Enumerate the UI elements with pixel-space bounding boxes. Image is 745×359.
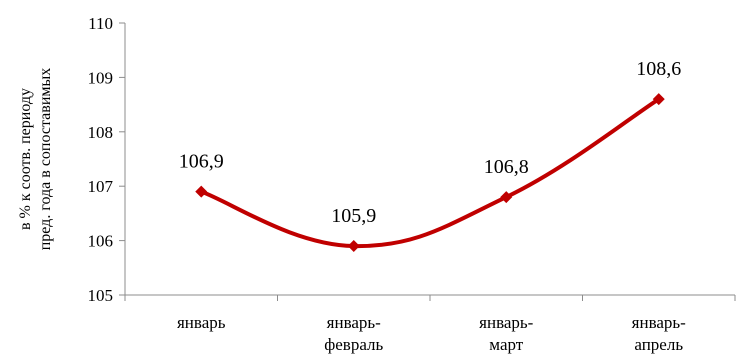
x-category-label: январь-апрель — [632, 313, 687, 354]
x-category-label: январь-февраль — [324, 313, 383, 354]
data-point-marker — [652, 93, 665, 106]
series-group — [195, 93, 665, 253]
y-tick-label: 106 — [88, 232, 114, 251]
data-point-marker — [347, 240, 360, 253]
y-tick-labels: 105 106 107 108 109 110 — [88, 14, 114, 305]
y-tick-label: 107 — [88, 177, 114, 196]
y-tick-label: 108 — [88, 123, 114, 142]
y-axis-label-line: в % к соотв. периоду — [17, 88, 34, 230]
data-label: 106,9 — [179, 151, 224, 173]
x-category-label-line: январь- — [479, 313, 534, 332]
x-category-label: январь-март — [479, 313, 534, 354]
data-labels: 106,9 105,9 106,8 108,6 — [179, 58, 682, 227]
x-category-label-line: февраль — [324, 335, 383, 354]
y-tick-label: 105 — [88, 286, 114, 305]
data-label: 106,8 — [484, 156, 529, 178]
x-category-label: январь — [177, 313, 226, 332]
series-line — [200, 97, 660, 249]
x-category-label-line: апрель — [634, 335, 683, 354]
x-category-label-line: январь — [177, 313, 226, 332]
x-category-labels: январь январь-февральянварь-мартянварь-ап… — [177, 313, 686, 354]
y-tick-label: 109 — [88, 68, 114, 87]
data-label: 108,6 — [636, 58, 681, 80]
y-tick-label: 110 — [88, 14, 113, 33]
data-point-marker — [195, 185, 208, 198]
data-label: 105,9 — [331, 205, 376, 227]
x-category-label-line: январь- — [632, 313, 687, 332]
y-axis-label-line: пред. года в сопоставимых — [37, 68, 54, 251]
data-point-marker — [500, 191, 513, 204]
y-axis-label: в % к соотв. периоду пред. года в сопоста… — [17, 68, 54, 251]
axes — [119, 22, 736, 301]
x-category-label-line: январь- — [327, 313, 382, 332]
x-category-label-line: март — [489, 335, 523, 354]
